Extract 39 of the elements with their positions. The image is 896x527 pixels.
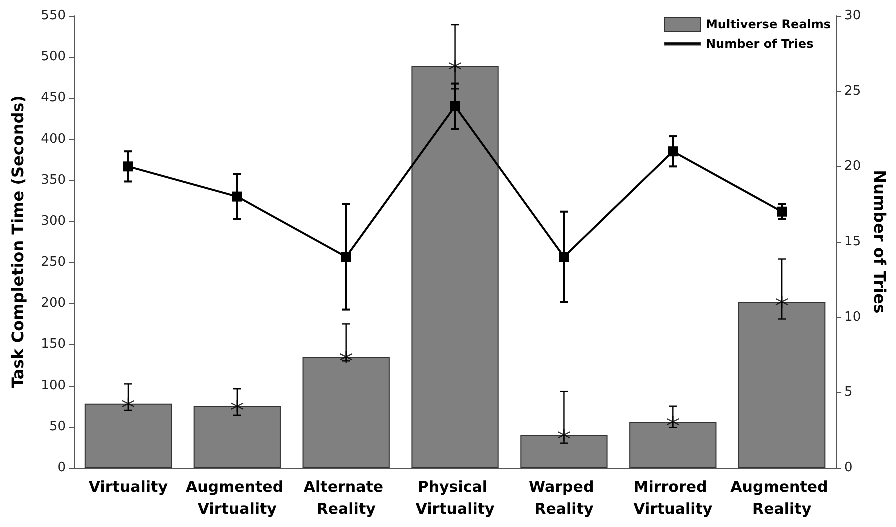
y-tick-label: 0 xyxy=(58,460,66,476)
x-tick-label: Augmented Virtuality xyxy=(186,478,289,518)
point xyxy=(448,60,462,73)
y-axis-title: Task Completion Time (Seconds) xyxy=(8,96,28,388)
y-tick-label: 150 xyxy=(41,337,66,352)
y2-axis-title: Number of Tries xyxy=(870,170,890,314)
x-tick-label: Augmented Reality xyxy=(730,478,834,518)
y2-tick-label: 20 xyxy=(844,159,862,174)
x-tick-label: Alternate Reality xyxy=(304,478,389,518)
y-tick-label: 300 xyxy=(41,214,66,229)
y2-tick-label: 15 xyxy=(844,234,862,250)
y-tick-label: 100 xyxy=(41,378,66,394)
x-tick-label: Virtuality xyxy=(88,478,168,496)
bar xyxy=(412,66,499,468)
y-tick-label: 50 xyxy=(49,419,66,434)
legend-label: Multiverse Realms xyxy=(706,18,832,32)
y-tick-label: 350 xyxy=(41,172,66,188)
bar xyxy=(194,406,281,468)
legend-label: Number of Tries xyxy=(706,37,814,51)
bar xyxy=(738,302,826,468)
y2-tick-label: 30 xyxy=(844,8,862,24)
point xyxy=(775,295,789,309)
bar xyxy=(630,422,717,468)
y-tick-label: 200 xyxy=(41,296,66,312)
bar xyxy=(84,404,172,468)
bar xyxy=(302,357,390,468)
bar xyxy=(520,435,608,468)
y2-tick-label: 5 xyxy=(844,385,853,400)
y-tick-label: 500 xyxy=(41,50,66,65)
y-tick-label: 400 xyxy=(41,132,66,147)
y-tick-label: 450 xyxy=(41,90,66,106)
y2-tick-label: 0 xyxy=(844,460,853,476)
x-tick-label: Mirrored Virtuality xyxy=(634,478,713,518)
y-tick-label: 550 xyxy=(41,8,66,24)
y2-tick-label: 10 xyxy=(844,310,862,325)
y2-tick-label: 25 xyxy=(844,84,862,99)
x-tick-label: Physical Virtuality xyxy=(416,478,496,518)
y-tick-label: 250 xyxy=(41,255,66,270)
x-tick-label: Warped Reality xyxy=(529,478,600,518)
